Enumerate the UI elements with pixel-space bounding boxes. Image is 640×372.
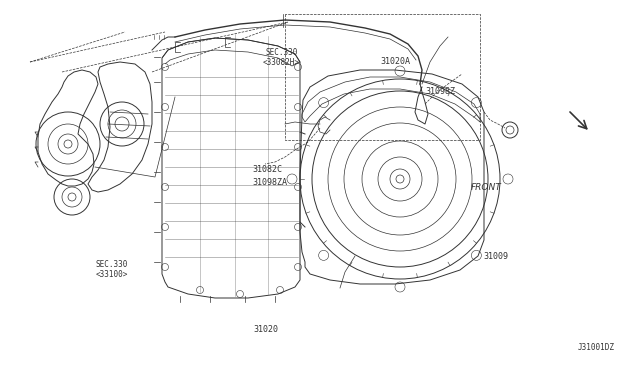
- Text: 31009: 31009: [483, 252, 508, 261]
- Text: J31001DZ: J31001DZ: [577, 343, 614, 352]
- Text: SEC.330
<33082H>: SEC.330 <33082H>: [263, 48, 300, 67]
- Text: 31020A: 31020A: [381, 57, 411, 66]
- Text: 31098ZA: 31098ZA: [253, 178, 288, 187]
- Text: 31020: 31020: [253, 325, 278, 334]
- Text: FRONT: FRONT: [470, 183, 501, 192]
- Text: 31098Z: 31098Z: [426, 87, 456, 96]
- Text: SEC.330
<33100>: SEC.330 <33100>: [96, 260, 128, 279]
- Text: 31082C: 31082C: [253, 165, 283, 174]
